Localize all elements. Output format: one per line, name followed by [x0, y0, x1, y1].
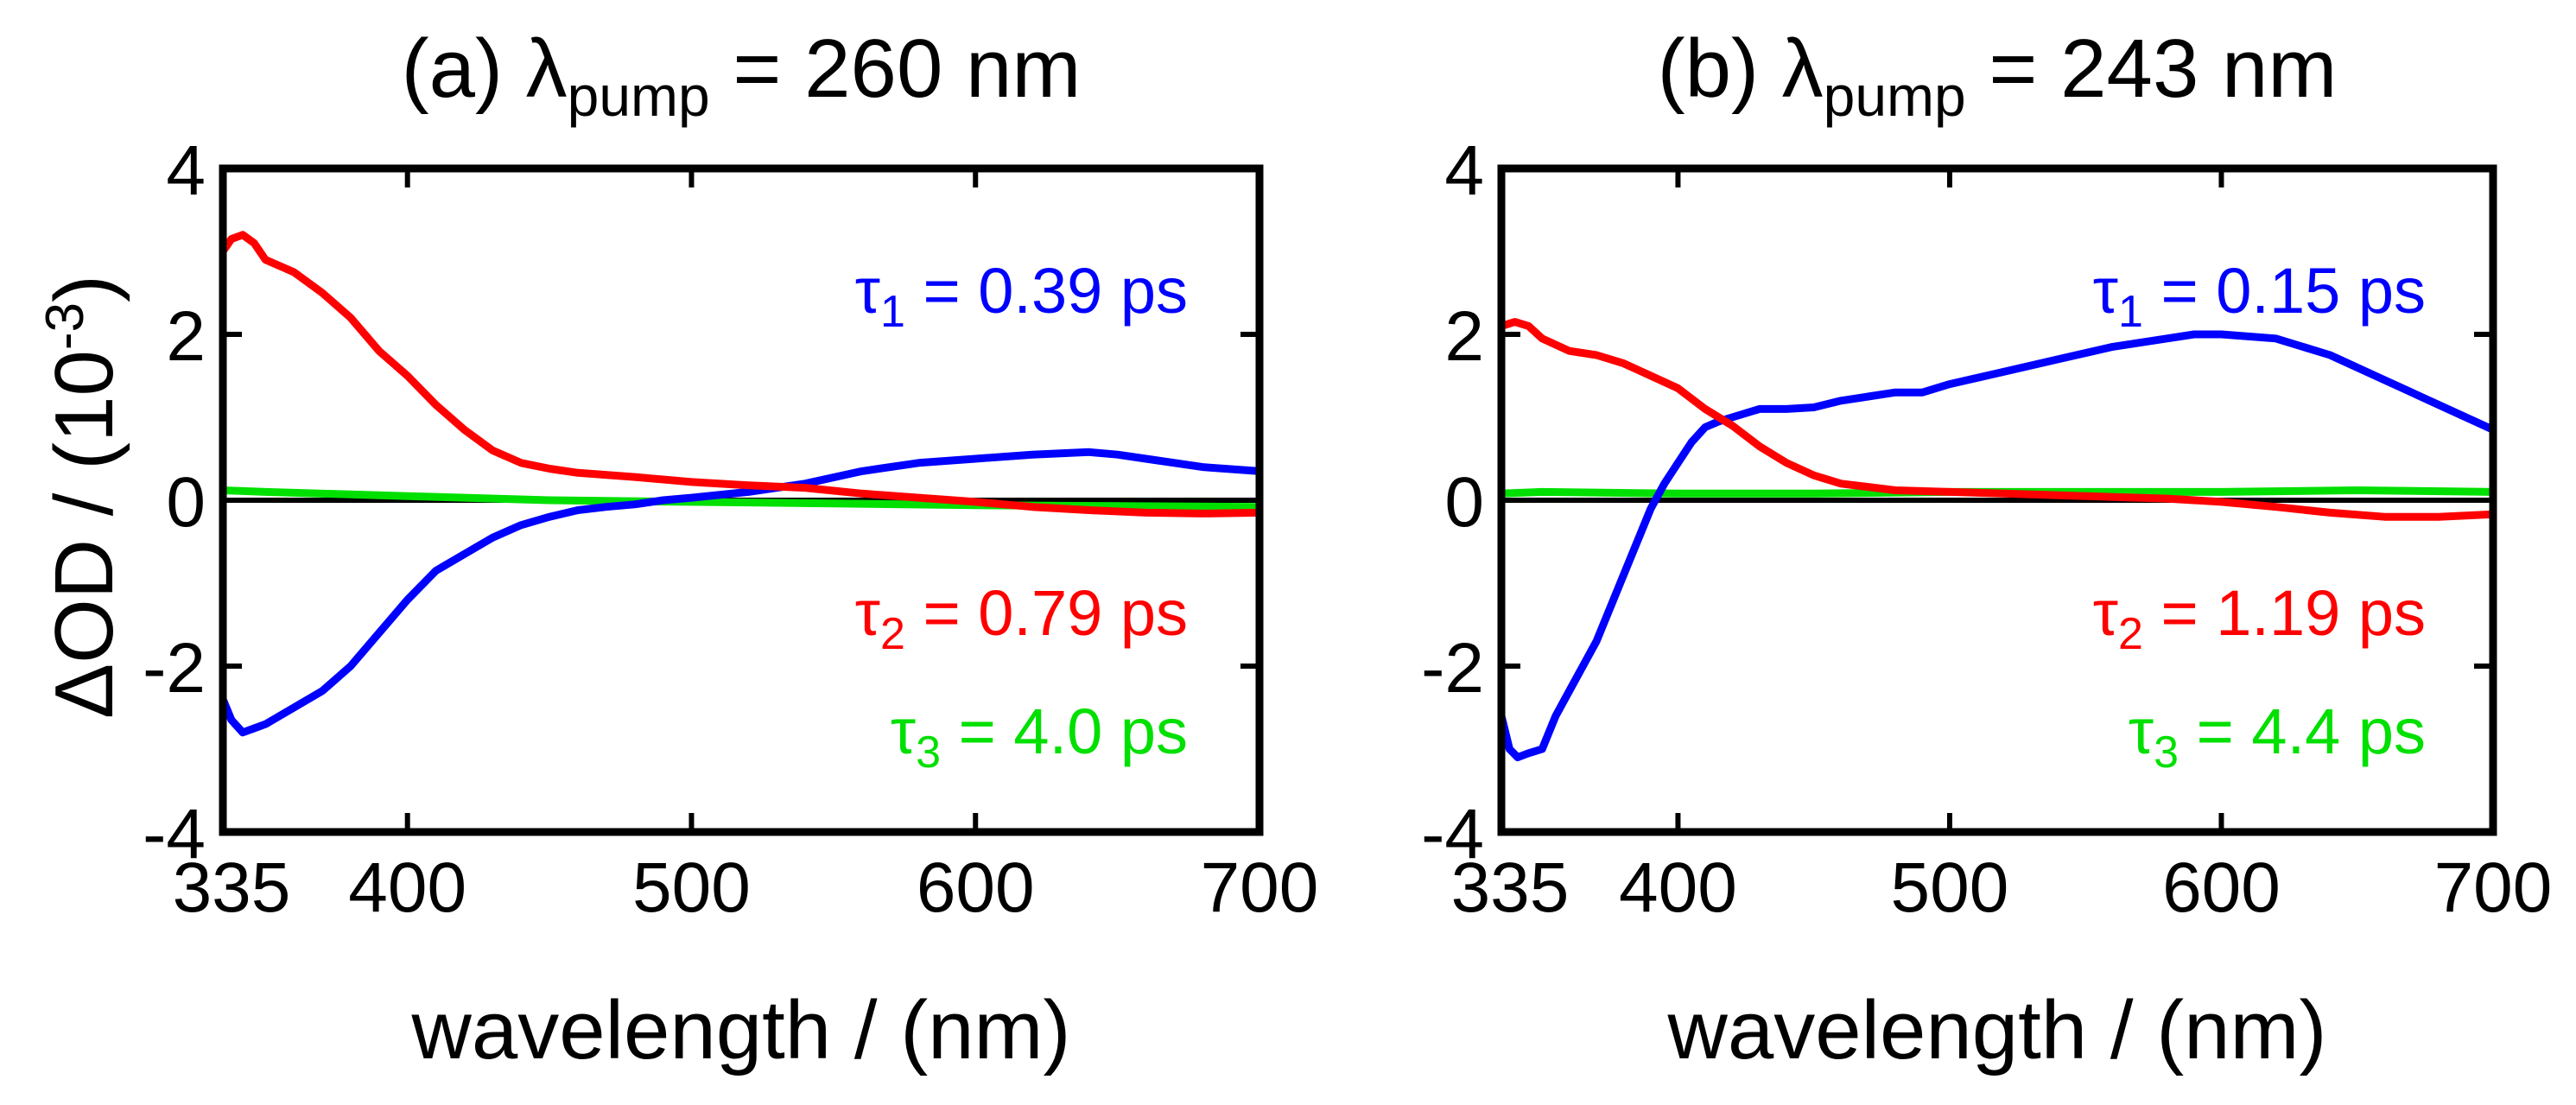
- panel-b-x-tick-label-335: 335: [1451, 848, 1570, 927]
- panel-b-title-suffix: = 243 nm: [1966, 22, 2338, 115]
- panel-a-x-tick-label-600: 600: [917, 848, 1035, 927]
- panel-a-series-tau1: [219, 448, 1264, 737]
- panel-a-x-tick-label-700: 700: [1201, 848, 1319, 927]
- panel-b-y-tick-label-4: 4: [1444, 131, 1484, 210]
- panel-b-tau3-text: = 4.4 ps: [2179, 695, 2426, 767]
- panel-b-series-tau2: [1497, 318, 2497, 521]
- panel-a-tau1-label: τ1 = 0.39 ps: [855, 255, 1188, 337]
- panel-b-tau2-char: τ: [2093, 577, 2118, 649]
- panel-a-tau3-sub: 3: [916, 727, 941, 778]
- panel-a-lambda: λ: [526, 22, 568, 115]
- panel-a-tau3-text: = 4.0 ps: [941, 695, 1188, 767]
- panel-a-y-tick-label-4: 4: [166, 131, 206, 210]
- y-axis-label-tail: ): [38, 275, 130, 302]
- y-axis-label-exponent: -3: [35, 302, 95, 350]
- panel-b-tau3-sub: 3: [2154, 727, 2179, 778]
- panel-a-y-tick-label--2: -2: [143, 629, 206, 708]
- panel-b-x-tick-label-600: 600: [2162, 848, 2281, 927]
- panel-b-tau3-label: τ3 = 4.4 ps: [2129, 695, 2426, 778]
- y-axis-label: ΔOD / (10-3): [35, 275, 130, 719]
- panel-a-x-tick-label-400: 400: [348, 848, 466, 927]
- panel-b-lambda: λ: [1782, 22, 1824, 115]
- panel-a-x-axis-label: wavelength / (nm): [411, 984, 1071, 1076]
- panel-b-tau1-char: τ: [2093, 255, 2118, 327]
- panel-b-title: (b) λpump = 243 nm: [1658, 22, 2338, 128]
- panel-b-tau2-sub: 2: [2118, 609, 2143, 659]
- panel-a-title-prefix: (a): [402, 22, 526, 115]
- panel-b-x-axis-label: wavelength / (nm): [1667, 984, 2327, 1076]
- y-axis-label-main: ΔOD / (10: [38, 350, 130, 719]
- panel-a-tau1-sub: 1: [880, 287, 905, 337]
- panel-b-title-prefix: (b): [1658, 22, 1782, 115]
- panel-b-tau2-text: = 1.19 ps: [2143, 577, 2426, 649]
- panel-b-y-tick-label--2: -2: [1421, 629, 1484, 708]
- panel-a-tau3-char: τ: [891, 695, 916, 767]
- panel-b-tau1-label: τ1 = 0.15 ps: [2093, 255, 2426, 337]
- panel-a-tau2-label: τ2 = 0.79 ps: [855, 577, 1188, 659]
- panel-b: (b) λpump = 243 nm 335 400 500 600 700 4 2 0 -2 -…: [1421, 22, 2552, 1076]
- panel-a-tau2-text: = 0.79 ps: [905, 577, 1188, 649]
- panel-b-x-tick-label-400: 400: [1619, 848, 1737, 927]
- panel-a-series-tau2: [219, 231, 1264, 518]
- panel-a-tau1-text: = 0.39 ps: [905, 255, 1188, 327]
- panel-b-annotations: τ1 = 0.15 ps τ2 = 1.19 ps τ3 = 4.4 ps: [2093, 255, 2426, 778]
- panel-b-tau1-text: = 0.15 ps: [2143, 255, 2426, 327]
- panel-b-tau3-char: τ: [2129, 695, 2154, 767]
- panel-a-y-tick-label-0: 0: [166, 463, 206, 542]
- panel-a-pump-subscript: pump: [568, 64, 710, 128]
- panel-a-x-tick-label-335: 335: [173, 848, 291, 927]
- panel-b-series-tau1: [1497, 330, 2497, 762]
- panel-a-title-suffix: = 260 nm: [710, 22, 1082, 115]
- panel-a-tau3-label: τ3 = 4.0 ps: [891, 695, 1188, 778]
- panel-a-title: (a) λpump = 260 nm: [402, 22, 1082, 128]
- panel-a-x-tick-label-500: 500: [632, 848, 751, 927]
- panel-a: (a) λpump = 260 nm 335 400 500 600 700 4 2 0 -2 -…: [143, 22, 1318, 1076]
- panel-a-y-tick-label-2: 2: [166, 297, 206, 376]
- panel-b-y-tick-label-2: 2: [1444, 297, 1484, 376]
- panel-b-y-tick-label-0: 0: [1444, 463, 1484, 542]
- panel-b-tau2-label: τ2 = 1.19 ps: [2093, 577, 2426, 659]
- panel-b-x-tick-label-500: 500: [1891, 848, 2009, 927]
- panel-b-y-tick-label--4: -4: [1421, 795, 1484, 873]
- panel-a-annotations: τ1 = 0.39 ps τ2 = 0.79 ps τ3 = 4.0 ps: [855, 255, 1188, 778]
- panel-b-tau1-sub: 1: [2118, 287, 2143, 337]
- panel-a-tau2-char: τ: [855, 577, 880, 649]
- panel-b-pump-subscript: pump: [1824, 64, 1966, 128]
- panel-a-tau2-sub: 2: [880, 609, 905, 659]
- panel-b-x-tick-label-700: 700: [2434, 848, 2553, 927]
- panel-a-y-tick-label--4: -4: [143, 795, 206, 873]
- panel-a-tau1-char: τ: [855, 255, 880, 327]
